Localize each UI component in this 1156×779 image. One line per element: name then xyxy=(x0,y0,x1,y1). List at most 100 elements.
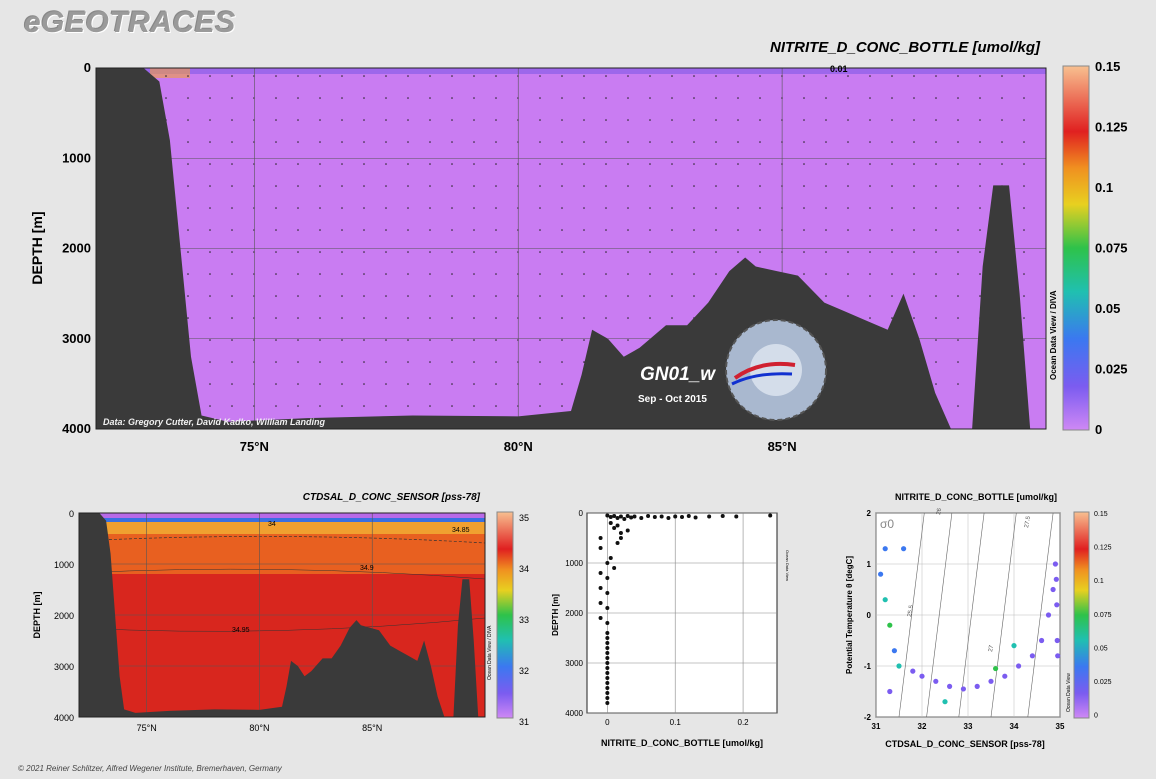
data-credit: Data: Gregory Cutter, David Kadko, Willi… xyxy=(103,417,325,427)
sample-dot xyxy=(561,119,563,121)
sample-dot xyxy=(473,119,475,121)
sample-dot xyxy=(583,361,585,363)
sample-dot xyxy=(561,295,563,297)
sample-dot xyxy=(957,141,959,143)
cruise-label: GN01_w xyxy=(640,364,716,385)
sample-dot xyxy=(473,229,475,231)
sample-dot xyxy=(539,119,541,121)
sample-dot xyxy=(1023,295,1025,297)
sample-dot xyxy=(473,317,475,319)
colorbar-label: 0.05 xyxy=(1095,301,1120,316)
sample-dot xyxy=(561,339,563,341)
profile-point xyxy=(605,681,610,685)
sample-dot xyxy=(561,383,563,385)
profile-point xyxy=(598,601,603,605)
sample-dot xyxy=(363,207,365,209)
sample-dot xyxy=(979,97,981,99)
sample-dot xyxy=(319,405,321,407)
sample-dot xyxy=(891,317,893,319)
sample-dot xyxy=(319,295,321,297)
sample-dot xyxy=(539,141,541,143)
sample-dot xyxy=(275,163,277,165)
profile-point xyxy=(639,516,644,520)
sample-dot xyxy=(935,185,937,187)
sample-dot xyxy=(715,251,717,253)
sample-dot xyxy=(407,251,409,253)
profile-point xyxy=(615,541,620,545)
sample-dot xyxy=(297,405,299,407)
sample-dot xyxy=(319,273,321,275)
ts-x-tick: 32 xyxy=(918,722,927,731)
sigma-label: σ0 xyxy=(880,517,894,531)
sample-dot xyxy=(429,119,431,121)
ts-x-tick: 35 xyxy=(1056,722,1065,731)
profile-x-tick: 0.2 xyxy=(738,718,750,727)
sample-dot xyxy=(759,141,761,143)
profile-x-axis-label: NITRITE_D_CONC_BOTTLE [umol/kg] xyxy=(601,738,763,748)
sample-dot xyxy=(825,119,827,121)
sample-dot xyxy=(605,229,607,231)
sample-dot xyxy=(429,383,431,385)
sample-dot xyxy=(649,295,651,297)
sample-dot xyxy=(869,251,871,253)
cruise-track-blue xyxy=(731,372,793,386)
profile-point xyxy=(629,515,634,520)
sample-dot xyxy=(275,361,277,363)
sample-dot xyxy=(495,273,497,275)
profile-y-tick: 4000 xyxy=(565,709,583,718)
sample-dot xyxy=(561,97,563,99)
sample-dot xyxy=(429,97,431,99)
sample-dot xyxy=(583,251,585,253)
sample-dot xyxy=(957,97,959,99)
profile-point xyxy=(605,646,610,650)
ts-point xyxy=(882,546,888,552)
sample-dot xyxy=(209,383,211,385)
sample-dot xyxy=(583,163,585,165)
sample-dot xyxy=(473,383,475,385)
sample-dot xyxy=(473,185,475,187)
sample-dot xyxy=(539,251,541,253)
sample-dot xyxy=(737,163,739,165)
profile-point xyxy=(618,531,623,535)
sample-dot xyxy=(539,405,541,407)
sample-dot xyxy=(957,185,959,187)
sample-dot xyxy=(319,97,321,99)
sample-dot xyxy=(275,273,277,275)
sample-dot xyxy=(627,185,629,187)
sample-dot xyxy=(297,229,299,231)
sample-dot xyxy=(187,251,189,253)
x-tick-label: 80°N xyxy=(504,439,533,454)
profile-y-tick: 2000 xyxy=(565,609,583,618)
sample-dot xyxy=(209,119,211,121)
sample-dot xyxy=(407,75,409,77)
sample-dot xyxy=(979,229,981,231)
sample-dot xyxy=(231,119,233,121)
fresh-layer xyxy=(79,513,485,518)
sample-dot xyxy=(913,295,915,297)
sample-dot xyxy=(891,207,893,209)
sample-dot xyxy=(1023,251,1025,253)
sample-dot xyxy=(231,405,233,407)
sample-dot xyxy=(935,317,937,319)
ts-point xyxy=(1029,653,1035,659)
sample-dot xyxy=(847,295,849,297)
sample-dot xyxy=(209,185,211,187)
sample-dot xyxy=(957,361,959,363)
sample-dot xyxy=(759,119,761,121)
ts-y-axis-label: Potential Temperature θ [degC] xyxy=(845,556,854,674)
sample-dot xyxy=(209,75,211,77)
sample-dot xyxy=(429,317,431,319)
sample-dot xyxy=(605,75,607,77)
sample-dot xyxy=(319,229,321,231)
sample-dot xyxy=(231,75,233,77)
sample-dot xyxy=(319,361,321,363)
isopycnal-label: 27 xyxy=(988,644,995,652)
sample-dot xyxy=(297,339,299,341)
ts-point xyxy=(901,546,907,552)
sample-dot xyxy=(671,229,673,231)
brand-logo: eGEOTRACES xyxy=(24,6,236,39)
profile-point xyxy=(625,514,630,518)
sample-dot xyxy=(627,207,629,209)
sample-dot xyxy=(869,295,871,297)
